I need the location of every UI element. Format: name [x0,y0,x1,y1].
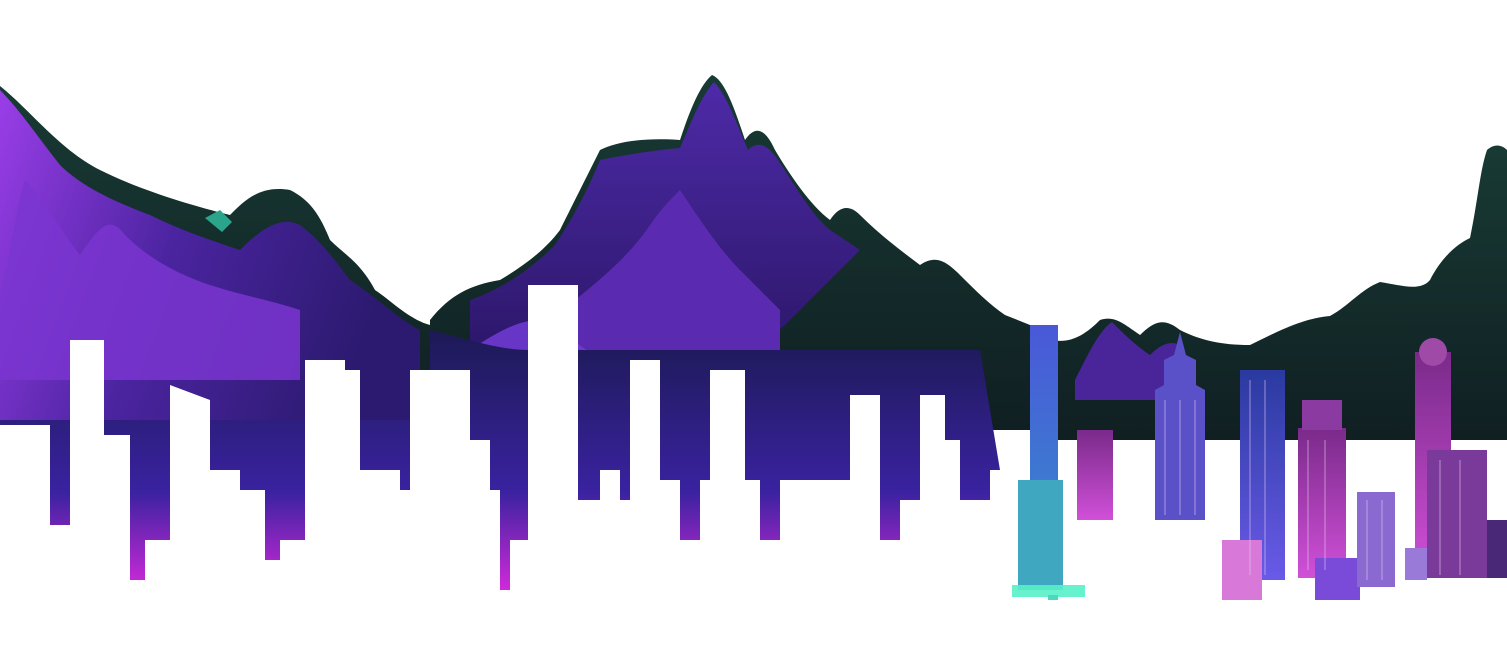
tower-right-block [1427,450,1487,578]
mountain-right-purple-peak [1075,322,1180,400]
neon-towers-right [1012,325,1507,655]
tower-magenta [1298,428,1346,578]
mountain-teal-hint [205,210,232,232]
ground-white [1000,600,1507,655]
tower-cyan-base [1018,480,1063,590]
tower-lavender [1357,492,1395,587]
tower-cyan-glow [1012,585,1087,597]
tower-purple-small [1315,558,1360,603]
tower-pink-short [1222,540,1262,605]
mountain-left-violet-peak [0,180,300,380]
white-building-silhouettes [0,285,1020,655]
tower-pink-mid [1077,430,1113,520]
mountain-center-violet-slope [575,190,780,360]
